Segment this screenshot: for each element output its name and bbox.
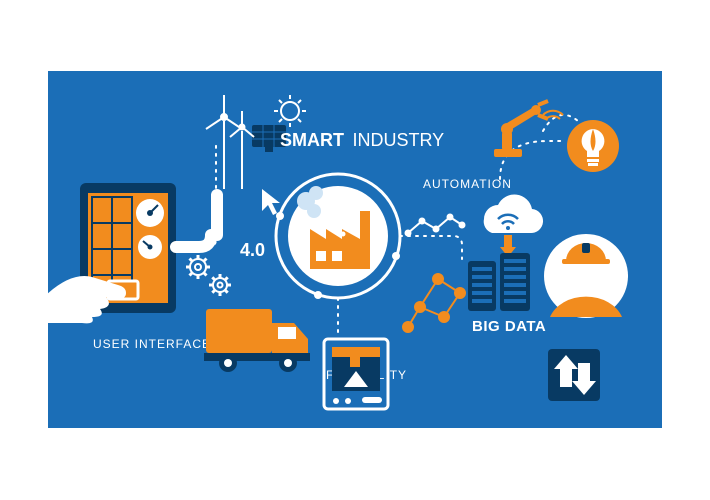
cursor-icon [262, 189, 280, 215]
version-label: 4.0 [240, 240, 265, 260]
sun-icon [274, 95, 306, 127]
sparkline-icon [406, 215, 465, 236]
pipe-icon [176, 189, 223, 247]
gears-icon [186, 255, 231, 296]
robot-arm-icon [494, 101, 563, 157]
infographic-frame: SMART INDUSTRY 4.0 USER INTERFA [48, 71, 662, 428]
molecule-icon [403, 274, 465, 332]
bigdata-label: BIG DATA [472, 318, 546, 335]
arrows-tile-icon [548, 349, 600, 401]
cloud-icon [484, 195, 543, 257]
automation-label: AUTOMATION [423, 177, 512, 191]
servers-icon [468, 253, 530, 311]
printer-icon [324, 339, 388, 409]
truck-icon [204, 309, 310, 372]
central-factory [276, 174, 400, 299]
bulb-icon [567, 120, 619, 172]
worker-icon [544, 234, 628, 318]
ui-label: USER INTERFACE [93, 337, 211, 351]
title: SMART INDUSTRY [280, 130, 444, 150]
wind-turbine-icon [206, 95, 254, 189]
